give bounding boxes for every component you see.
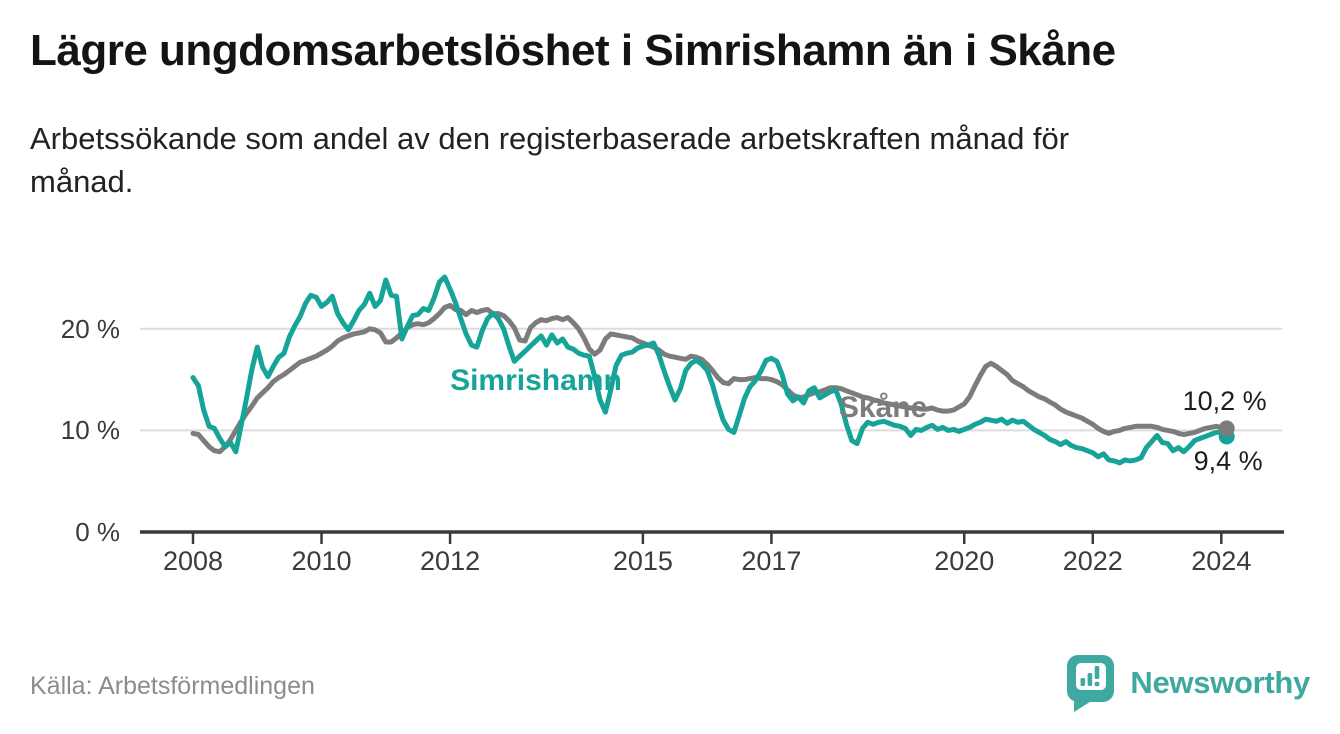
x-axis-tick-label: 2020 xyxy=(934,546,995,576)
series-label-skane: Skåne xyxy=(838,391,928,425)
x-axis-tick-label: 2015 xyxy=(612,546,673,576)
newsworthy-brand: Newsworthy xyxy=(1064,652,1310,714)
page-title: Lägre ungdomsarbetslöshet i Simrishamn ä… xyxy=(30,26,1116,75)
x-axis-tick-label: 2022 xyxy=(1062,546,1123,576)
newsworthy-logo-icon xyxy=(1067,655,1115,712)
end-value-label-simrishamn: 9,4 % xyxy=(1193,446,1263,477)
y-axis-tick-label: 20 % xyxy=(60,313,120,344)
x-axis-tick-label: 2010 xyxy=(291,546,352,576)
x-axis-tick-label: 2017 xyxy=(741,546,802,576)
newsworthy-logo-text: Newsworthy xyxy=(1130,665,1310,700)
x-axis-tick-label: 2024 xyxy=(1191,546,1252,576)
y-axis-tick-label: 10 % xyxy=(60,415,120,446)
y-axis-tick-label: 0 % xyxy=(75,517,120,547)
end-value-label-skane: 10,2 % xyxy=(1182,386,1267,417)
x-axis-tick-label: 2012 xyxy=(420,546,481,576)
page-subtitle: Arbetssökande som andel av den registerb… xyxy=(30,121,1070,199)
source-note: Källa: Arbetsförmedlingen xyxy=(30,672,315,700)
x-axis-tick-label: 2008 xyxy=(162,546,224,576)
series-label-simrishamn: Simrishamn xyxy=(450,364,622,398)
